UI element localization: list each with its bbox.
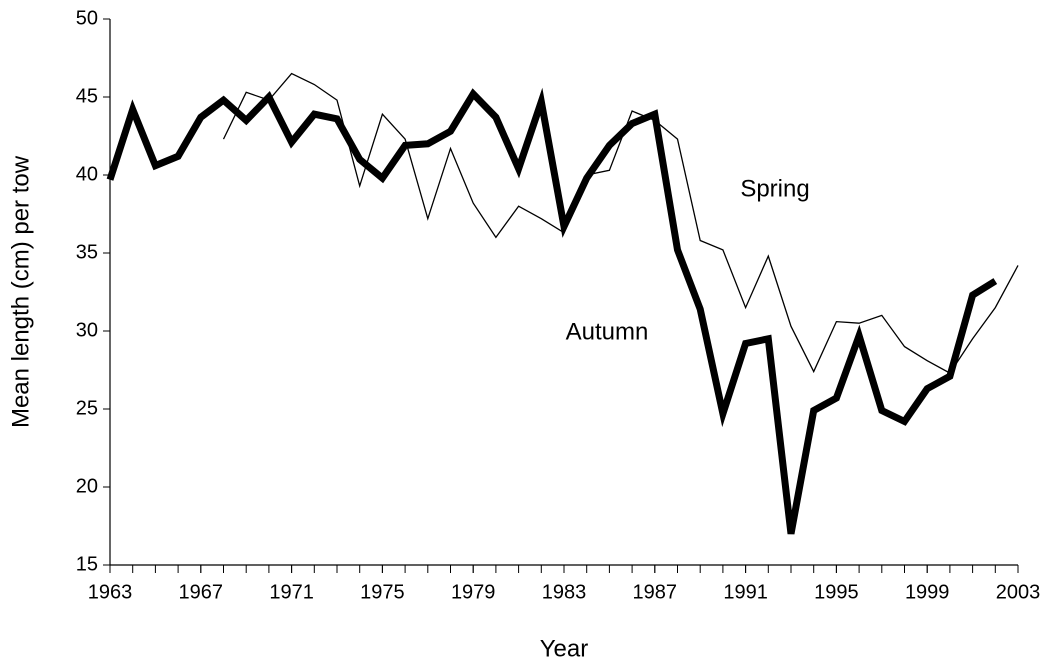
y-tick-label: 35 [76,241,98,263]
series-label: Autumn [566,318,649,345]
x-tick-label: 1979 [451,581,496,603]
x-axis-label: Year [540,635,589,662]
series-line [222,72,1019,374]
x-tick-label: 1983 [542,581,587,603]
y-tick-label: 30 [76,319,98,341]
x-tick-label: 1967 [179,581,224,603]
x-tick-label: 1995 [814,581,859,603]
series-label: Spring [740,175,809,202]
y-tick-label: 20 [76,475,98,497]
x-tick-label: 1971 [269,581,314,603]
y-tick-label: 45 [76,85,98,107]
x-tick-label: 1975 [360,581,405,603]
x-tick-label: 1999 [905,581,950,603]
y-axis-label: Mean length (cm) per tow [7,155,34,428]
x-tick-label: 2003 [996,581,1041,603]
y-tick-label: 50 [76,7,98,29]
x-tick-label: 1963 [88,581,133,603]
y-tick-label: 25 [76,397,98,419]
series-line [106,87,998,535]
x-tick-label: 1991 [723,581,768,603]
x-tick-label: 1987 [633,581,678,603]
y-tick-label: 15 [76,553,98,575]
y-tick-label: 40 [76,163,98,185]
